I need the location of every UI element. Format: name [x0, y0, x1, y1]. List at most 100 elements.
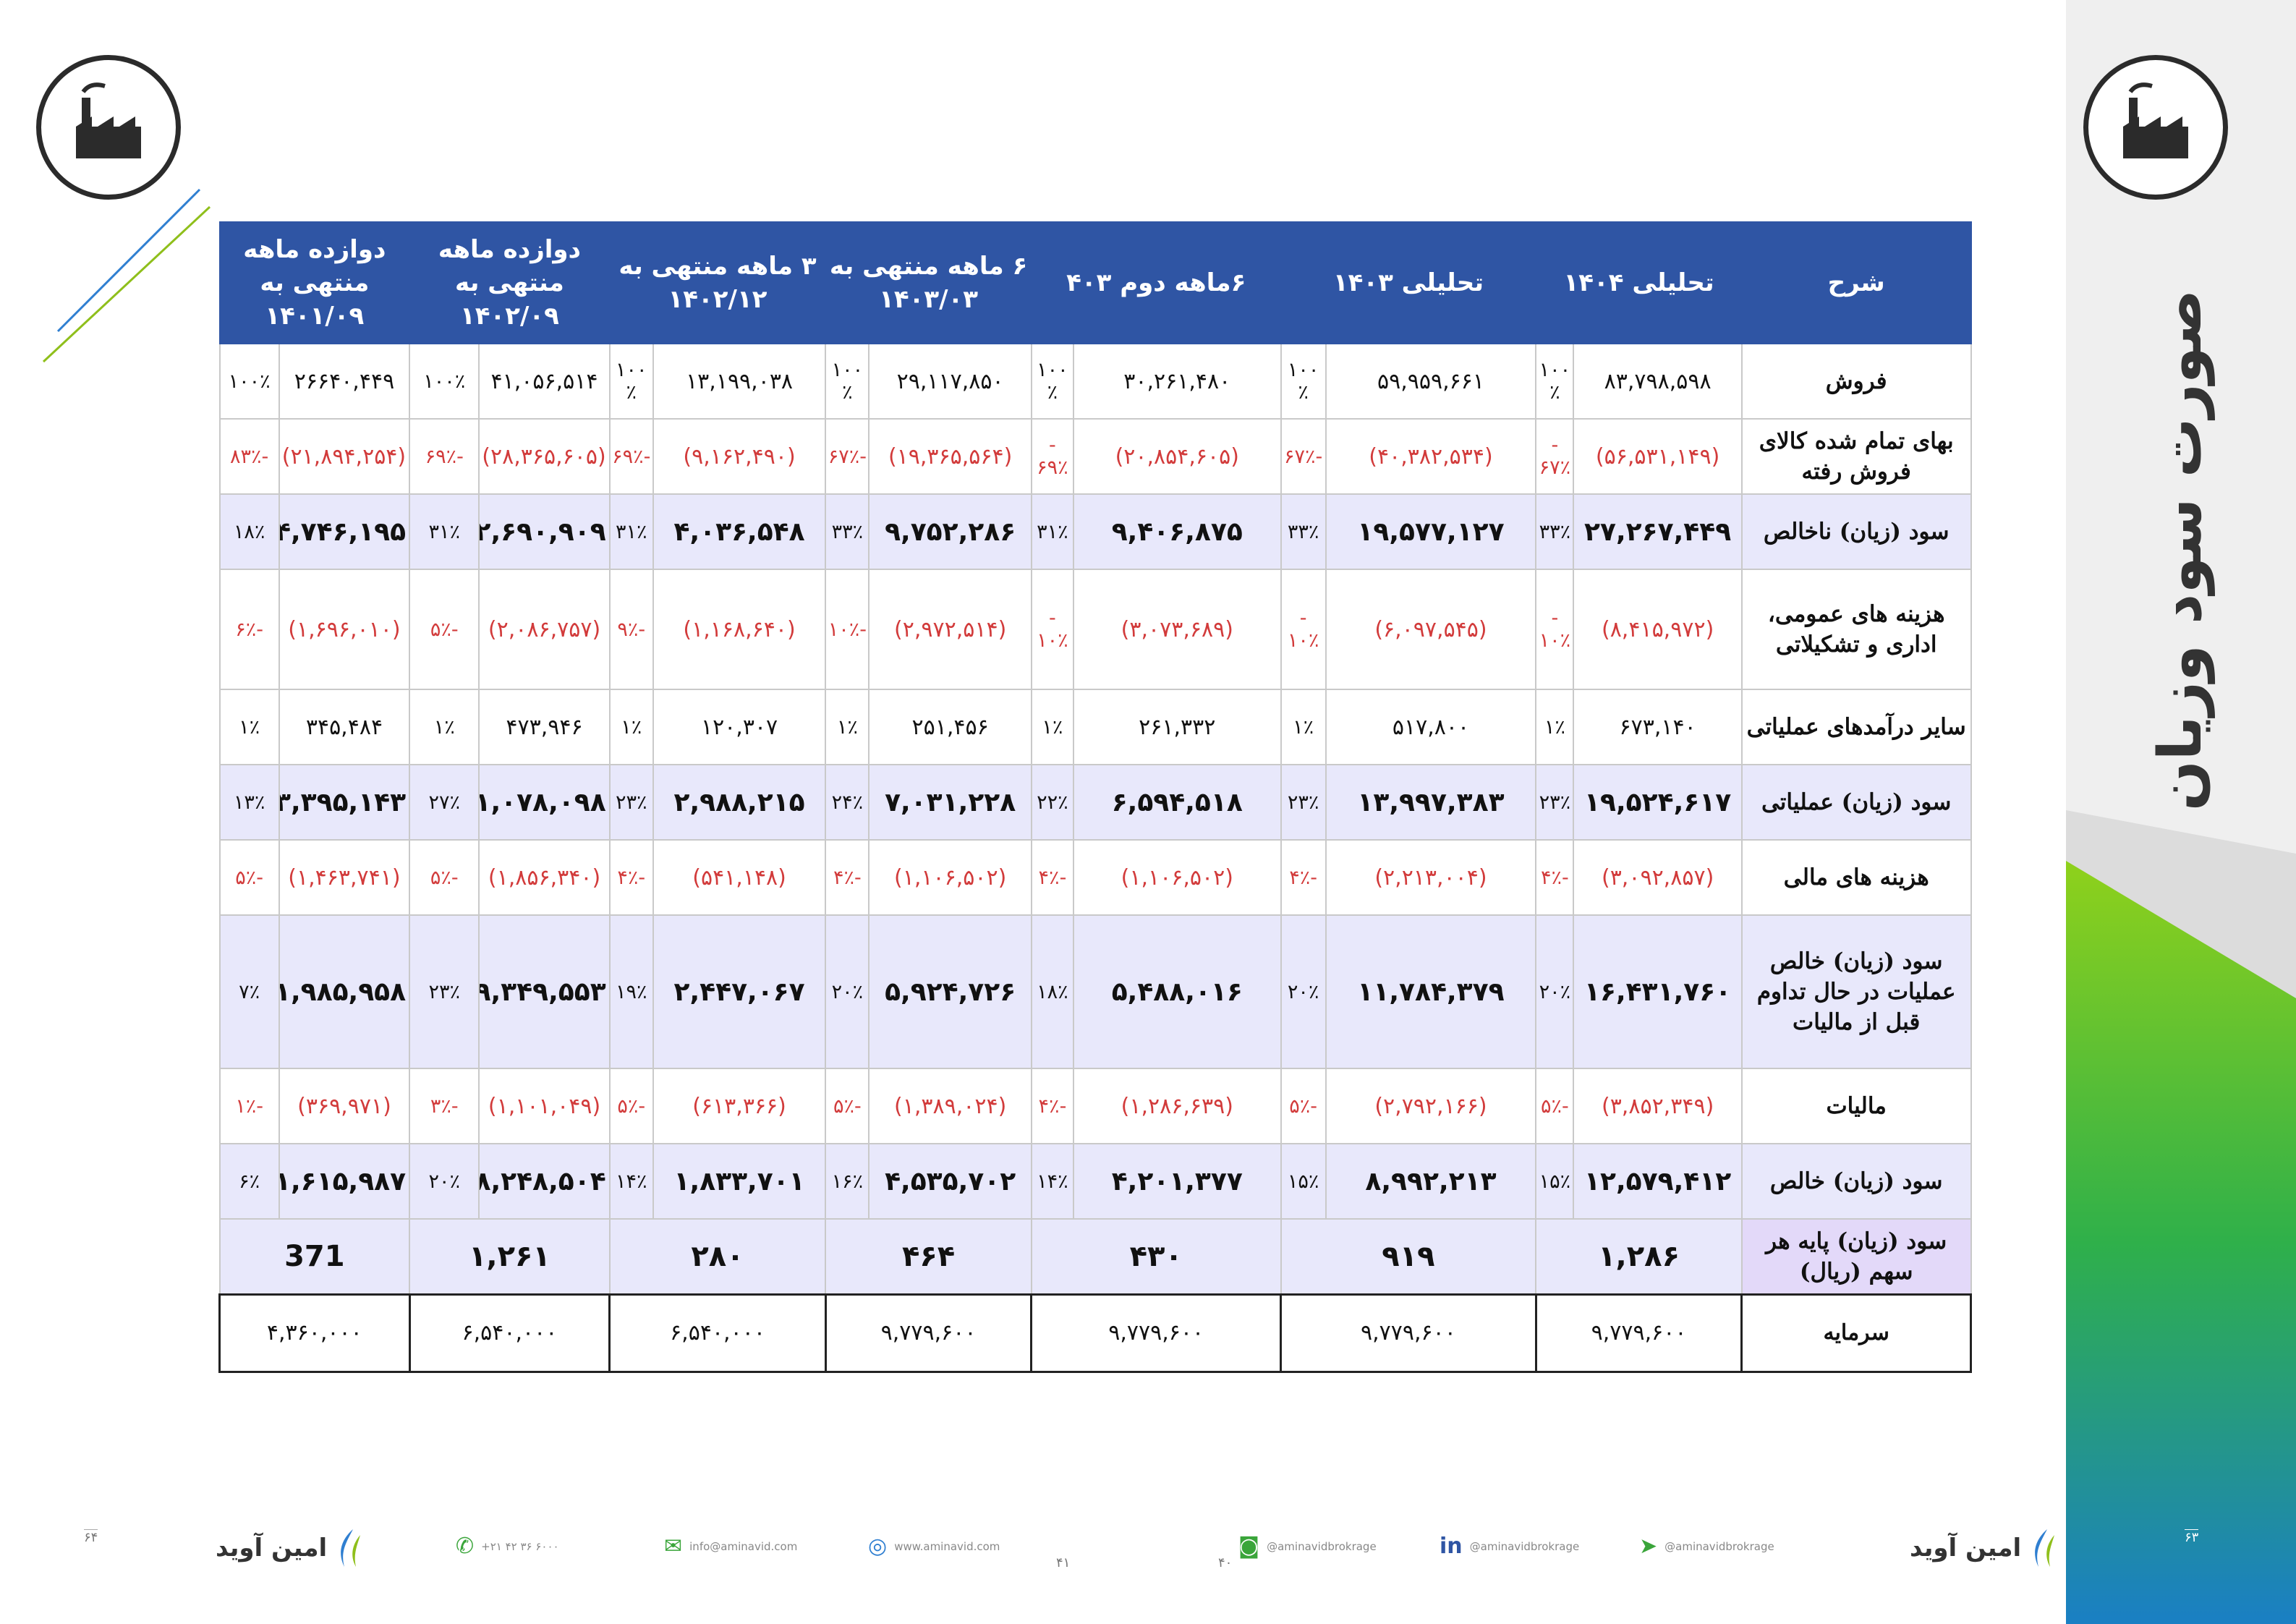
percent-cell: -۴٪: [1280, 839, 1327, 916]
percent-cell: ۳۳٪: [1535, 493, 1575, 570]
percent-cell: - ۱۰٪: [1535, 569, 1575, 690]
value-cell: (۶۱۳,۳۶۶): [652, 1068, 827, 1144]
percent-cell: - ۱۰٪: [1030, 569, 1074, 690]
percent-cell: ۳۳٪: [825, 493, 870, 570]
linkedin-text: @aminavidbrokrage: [1469, 1539, 1580, 1553]
table-row: سود (زیان) خالص عملیات در حال تداوم قبل …: [218, 914, 1972, 1069]
table-row: هزینه های مالی (۳,۰۹۲,۸۵۷) -۴٪ (۲,۲۱۳,۰۰۴) -…: [218, 839, 1972, 916]
percent-cell: ۲۰٪: [1535, 914, 1575, 1069]
center-number: ۴۱: [1056, 1555, 1071, 1570]
value-cell: ۱۶,۴۳۱,۷۶۰: [1573, 914, 1743, 1069]
page-title: صورت سود وزیان: [2146, 289, 2216, 811]
percent-cell: ۳۳٪: [1280, 493, 1327, 570]
value-cell: (۵۶,۵۳۱,۱۴۹): [1573, 418, 1743, 495]
value-cell: ۵۹,۹۵۹,۶۶۱: [1325, 343, 1537, 420]
income-statement-table: شرح تحلیلی ۱۴۰۴ تحلیلی ۱۴۰۳ ۶ماهه دوم ۴۰۳ ۶ …: [218, 221, 1972, 1373]
percent-cell: ۱۰۰ ٪: [825, 343, 870, 420]
value-cell: (۲۰,۸۵۴,۶۰۵): [1072, 418, 1282, 495]
value-cell: (۱,۱۶۸,۶۴۰): [652, 569, 827, 690]
value-cell: ۱۲,۶۹۰,۹۰۹: [478, 493, 611, 570]
column-header: ۶ ماهه منتهی به ۱۴۰۳/۰۳: [825, 221, 1032, 344]
value-cell: (۲,۹۷۲,۵۱۴): [868, 569, 1032, 690]
eps-value: ۱,۲۶۱: [409, 1218, 611, 1295]
percent-cell: -۵٪: [218, 839, 280, 916]
percent-cell: ۲۰٪: [409, 1143, 480, 1220]
value-cell: ۹,۷۵۲,۲۸۶: [868, 493, 1032, 570]
value-cell: ۴۱,۰۵۶,۵۱۴: [478, 343, 611, 420]
value-cell: ۴۷۳,۹۴۶: [478, 689, 611, 765]
percent-cell: -۹٪: [608, 569, 654, 690]
percent-cell: ۱۹٪: [608, 914, 654, 1069]
email-icon: ✉: [664, 1534, 683, 1559]
row-label: فروش: [1740, 343, 1972, 420]
eps-row: سود (زیان) پایه هر سهم (ریال) ۱,۲۸۶ ۹۱۹ ۴۳۰…: [218, 1218, 1972, 1295]
eps-value: ۴۶۴: [825, 1218, 1032, 1295]
value-cell: (۳,۰۷۳,۶۸۹): [1072, 569, 1282, 690]
percent-cell: -۴٪: [1030, 839, 1074, 916]
percent-cell: ۲۳٪: [409, 914, 480, 1069]
row-label: سایر درآمدهای عملیاتی: [1740, 689, 1972, 765]
percent-cell: ۱٪: [409, 689, 480, 765]
value-cell: (۲۱,۸۹۴,۲۵۴): [278, 418, 411, 495]
value-cell: (۶,۰۹۷,۵۴۵): [1325, 569, 1537, 690]
percent-cell: -۶۹٪: [409, 418, 480, 495]
value-cell: (۱,۸۵۶,۳۴۰): [478, 839, 611, 916]
value-cell: ۱۲۰,۳۰۷: [652, 689, 827, 765]
value-cell: ۱۹,۵۲۴,۶۱۷: [1573, 764, 1743, 841]
percent-cell: -۶۷٪: [825, 418, 870, 495]
telegram-contact: ➤ @aminavidbrokrage: [1639, 1534, 1774, 1559]
value-cell: ۹,۴۰۶,۸۷۵: [1072, 493, 1282, 570]
value-cell: (۳,۸۵۲,۳۴۹): [1573, 1068, 1743, 1144]
percent-cell: -۱٪: [218, 1068, 280, 1144]
row-label: بهای تمام شده کالای فروش رفته: [1740, 418, 1972, 495]
value-cell: ۶۷۳,۱۴۰: [1573, 689, 1743, 765]
percent-cell: ۱۰۰٪: [409, 343, 480, 420]
value-cell: (۱۹,۳۶۵,۵۶۴): [868, 418, 1032, 495]
value-cell: ۶,۵۹۴,۵۱۸: [1072, 764, 1282, 841]
instagram-text: @aminavidbrokrage: [1267, 1539, 1377, 1553]
percent-cell: - ۱۰٪: [1280, 569, 1327, 690]
percent-cell: ۱۸٪: [218, 493, 280, 570]
row-label: مالیات: [1740, 1068, 1972, 1144]
value-cell: ۹,۳۴۹,۵۵۳: [478, 914, 611, 1069]
web-contact: ◎ www.aminavid.com: [868, 1534, 1000, 1559]
eps-value: ۹۱۹: [1280, 1218, 1537, 1295]
value-cell: ۲,۴۴۷,۰۶۷: [652, 914, 827, 1069]
value-cell: (۳,۰۹۲,۸۵۷): [1573, 839, 1743, 916]
value-cell: ۴,۰۳۶,۵۴۸: [652, 493, 827, 570]
linkedin-contact: in @aminavidbrokrage: [1440, 1534, 1579, 1559]
decorative-lines: [42, 188, 211, 363]
value-cell: (۳۶۹,۹۷۱): [278, 1068, 411, 1144]
value-cell: ۴,۵۳۵,۷۰۲: [868, 1143, 1032, 1220]
percent-cell: ۲۳٪: [1535, 764, 1575, 841]
value-cell: ۱,۶۱۵,۹۸۷: [278, 1143, 411, 1220]
capital-value: ۶,۵۴۰,۰۰۰: [608, 1293, 827, 1373]
value-cell: ۷,۰۳۱,۲۲۸: [868, 764, 1032, 841]
percent-cell: ۱۰۰٪: [218, 343, 280, 420]
column-header: تحلیلی ۱۴۰۴: [1535, 221, 1743, 344]
value-cell: (۱,۱۰۱,۰۴۹): [478, 1068, 611, 1144]
percent-cell: ۱۸٪: [1030, 914, 1074, 1069]
percent-cell: -۸۳٪: [218, 418, 280, 495]
row-label: سرمایه: [1740, 1293, 1972, 1373]
percent-cell: -۳٪: [409, 1068, 480, 1144]
percent-cell: -۶۹٪: [608, 418, 654, 495]
linkedin-icon: in: [1440, 1534, 1463, 1559]
value-cell: ۱,۹۸۵,۹۵۸: [278, 914, 411, 1069]
percent-cell: -۴٪: [608, 839, 654, 916]
value-cell: ۵۱۷,۸۰۰: [1325, 689, 1537, 765]
percent-cell: - ۶۷٪: [1535, 418, 1575, 495]
table-row: سود (زیان) ناخالص ۲۷,۲۶۷,۴۴۹ ۳۳٪ ۱۹,۵۷۷,۱۲۷…: [218, 493, 1972, 570]
percent-cell: -۱۰٪: [825, 569, 870, 690]
percent-cell: -۵٪: [825, 1068, 870, 1144]
phone-icon: ✆: [456, 1534, 475, 1559]
capital-value: ۹,۷۷۹,۶۰۰: [1534, 1293, 1743, 1373]
percent-cell: ۳۱٪: [608, 493, 654, 570]
telegram-text: @aminavidbrokrage: [1664, 1539, 1774, 1553]
value-cell: ۲۶۶۴۰,۴۴۹: [278, 343, 411, 420]
percent-cell: -۴٪: [1535, 839, 1575, 916]
percent-cell: -۶۷٪: [1280, 418, 1327, 495]
value-cell: ۱۳,۹۹۷,۳۸۳: [1325, 764, 1537, 841]
footer: ۶۴ امین آوید ✆ +۲۱ ۴۲ ۳۶ ۶۰۰۰ ✉ info@amina…: [0, 1519, 2199, 1577]
value-cell: ۳,۳۹۵,۱۴۳: [278, 764, 411, 841]
